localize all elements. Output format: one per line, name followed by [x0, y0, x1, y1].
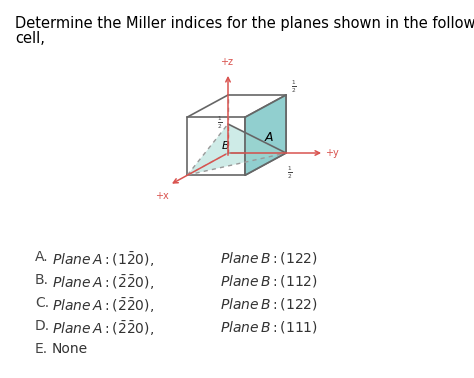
- Text: None: None: [52, 342, 88, 356]
- Text: B.: B.: [35, 273, 49, 287]
- Text: $\mathit{Plane}\,\mathit{B} : (122)$: $\mathit{Plane}\,\mathit{B} : (122)$: [220, 296, 318, 312]
- Text: $\mathit{Plane}\,\mathit{B} : (112)$: $\mathit{Plane}\,\mathit{B} : (112)$: [220, 273, 318, 289]
- Text: B: B: [222, 141, 229, 151]
- Polygon shape: [246, 95, 286, 175]
- Text: C.: C.: [35, 296, 49, 310]
- Text: $\mathit{Plane}\,\mathit{A} : (\bar{2}\bar{2}0),$: $\mathit{Plane}\,\mathit{A} : (\bar{2}\b…: [52, 273, 154, 292]
- Text: D.: D.: [35, 319, 50, 333]
- Text: cell,: cell,: [15, 31, 45, 46]
- Text: A: A: [264, 132, 273, 144]
- Text: $\frac{1}{2}$: $\frac{1}{2}$: [287, 165, 293, 181]
- Text: A.: A.: [35, 250, 49, 264]
- Text: $\mathit{Plane}\,\mathit{A} : (\bar{2}\bar{2}0),$: $\mathit{Plane}\,\mathit{A} : (\bar{2}\b…: [52, 296, 154, 315]
- Text: $\mathit{Plane}\,\mathit{B} : (122)$: $\mathit{Plane}\,\mathit{B} : (122)$: [220, 250, 318, 266]
- Text: +y: +y: [325, 148, 339, 158]
- Text: $\mathit{Plane}\,\mathit{A} : (\bar{2}\bar{2}0),$: $\mathit{Plane}\,\mathit{A} : (\bar{2}\b…: [52, 319, 154, 338]
- Text: E.: E.: [35, 342, 48, 356]
- Polygon shape: [187, 124, 286, 175]
- Text: $\mathit{Plane}\,\mathit{A} : (1\bar{2}0),$: $\mathit{Plane}\,\mathit{A} : (1\bar{2}0…: [52, 250, 154, 269]
- Text: Determine the Miller indices for the planes shown in the following unit: Determine the Miller indices for the pla…: [15, 16, 474, 31]
- Text: $\frac{1}{2}$: $\frac{1}{2}$: [217, 115, 223, 131]
- Text: $\frac{1}{2}$: $\frac{1}{2}$: [291, 79, 297, 95]
- Text: +x: +x: [155, 191, 169, 201]
- Text: +z: +z: [220, 57, 234, 67]
- Text: $\mathit{Plane}\,\mathit{B} : (111)$: $\mathit{Plane}\,\mathit{B} : (111)$: [220, 319, 318, 335]
